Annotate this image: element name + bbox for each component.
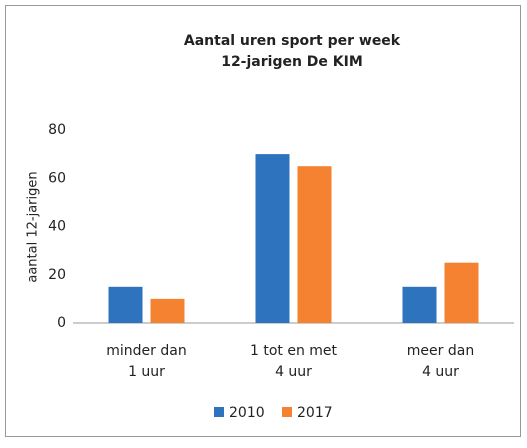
chart-title: Aantal uren sport per week [184,33,401,49]
chart-subtitle: 12-jarigen De KIM [221,54,363,70]
bar [255,154,290,323]
y-tick-label: 0 [57,315,66,331]
y-tick-label: 60 [48,170,66,186]
legend-label: 2010 [229,405,265,421]
bar [297,166,332,323]
bar [444,262,479,323]
x-tick-label: meer dan [407,343,474,359]
x-tick-label: 1 uur [128,364,165,380]
y-tick-label: 40 [48,219,66,235]
legend-swatch [282,407,292,417]
x-tick-label: 4 uur [422,364,459,380]
legend-swatch [214,407,224,417]
bar [150,298,185,323]
x-tick-label: 4 uur [275,364,312,380]
legend-label: 2017 [297,405,333,421]
x-tick-label: minder dan [106,343,186,359]
bar [402,286,437,323]
y-axis-label: aantal 12-jarigen [26,171,41,282]
y-tick-label: 80 [48,122,66,138]
bar [108,286,143,323]
y-tick-label: 20 [48,267,66,283]
x-tick-label: 1 tot en met [250,343,338,359]
